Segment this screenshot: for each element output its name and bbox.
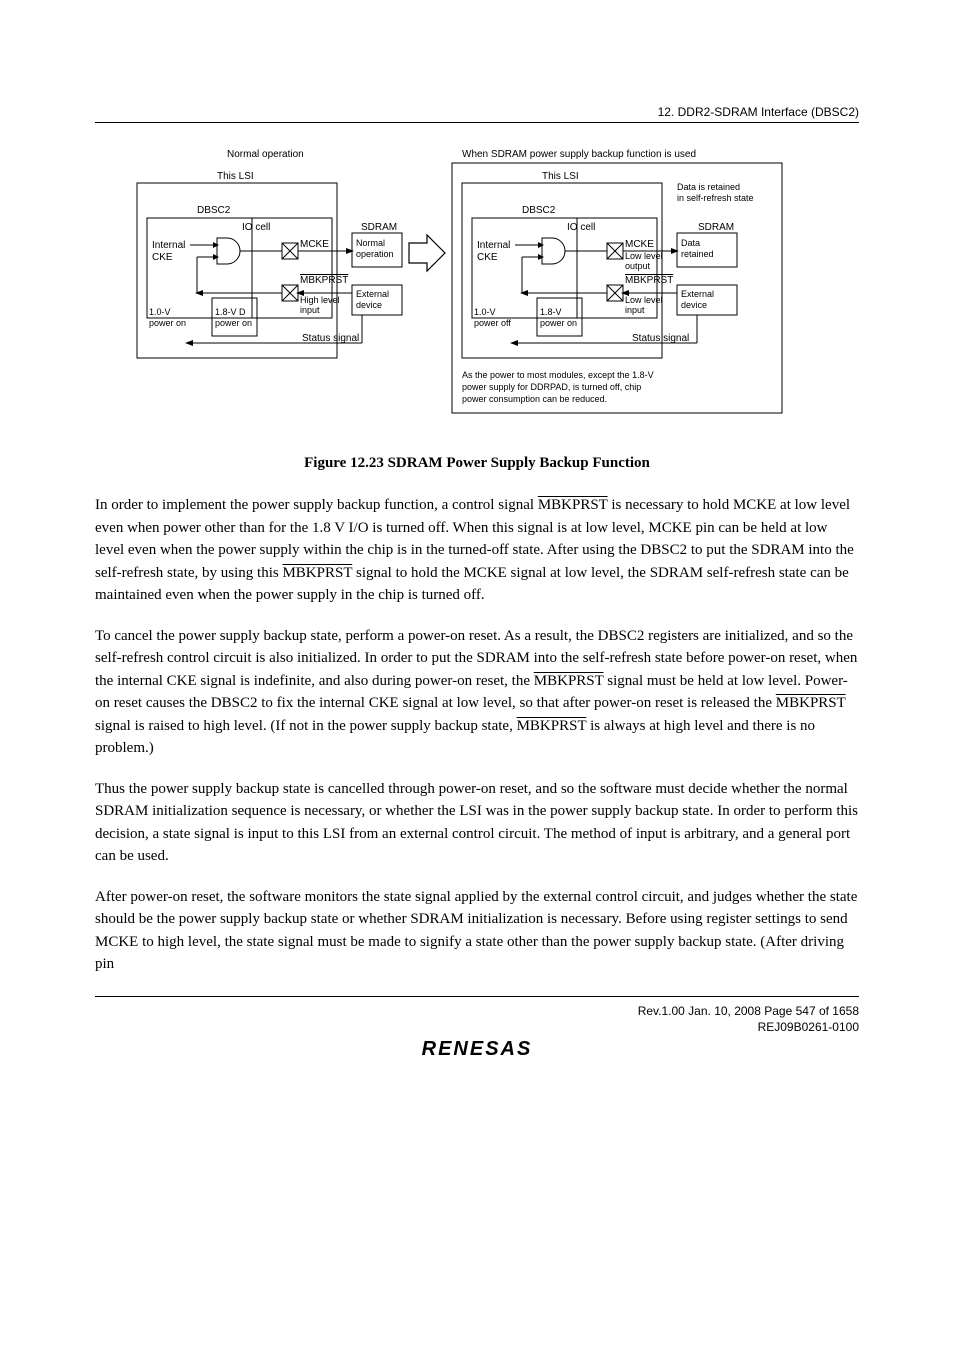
right-lsi-label: This LSI <box>542 171 579 182</box>
left-internal-cke-2: CKE <box>152 252 173 263</box>
left-sdram-st2: operation <box>356 249 394 259</box>
left-p2b: power on <box>215 318 252 328</box>
right-ext1: External <box>681 289 714 299</box>
left-p2a: 1.8-V D <box>215 307 246 317</box>
left-mbkprst-st1: High level <box>300 295 340 305</box>
paragraph-2: To cancel the power supply backup state,… <box>95 625 859 760</box>
right-sdram-top1: Data is retained <box>677 182 740 192</box>
right-p2-box <box>537 298 582 336</box>
left-p1b: power on <box>149 318 186 328</box>
right-int-cke2: CKE <box>477 252 498 263</box>
figure-sdram-backup: Normal operation This LSI DBSC2 IO cell … <box>95 143 859 443</box>
right-mbkprst-st2: input <box>625 305 645 315</box>
right-sdram-label: SDRAM <box>698 222 734 233</box>
right-p1a: 1.0-V <box>474 307 496 317</box>
footer-line1: Rev.1.00 Jan. 10, 2008 Page 547 of 1658 <box>638 1004 859 1018</box>
right-sdram-st-b: retained <box>681 249 714 259</box>
footer-rev: Rev.1.00 Jan. 10, 2008 Page 547 of 1658 … <box>95 1003 859 1037</box>
p1-mbkprst-1: MBKPRST <box>538 497 608 513</box>
right-and-in1-arrow <box>538 242 544 248</box>
right-p1b: power off <box>474 318 511 328</box>
right-and-gate <box>542 238 565 264</box>
right-mbkprst-label: MBKPRST <box>625 275 673 286</box>
paragraph-1: In order to implement the power supply b… <box>95 494 859 607</box>
p2-mbkprst-1: MBKPRST <box>534 673 604 689</box>
page-header: 12. DDR2-SDRAM Interface (DBSC2) <box>95 105 859 123</box>
p1-mbkprst-2: MBKPRST <box>282 565 352 581</box>
right-panel-group: When SDRAM power supply backup function … <box>452 149 782 413</box>
right-status-arrow <box>510 340 518 346</box>
page: 12. DDR2-SDRAM Interface (DBSC2) Normal … <box>0 0 954 1121</box>
left-iocell-label: IO cell <box>242 222 270 233</box>
body-text: In order to implement the power supply b… <box>95 494 859 976</box>
left-p1-box <box>147 298 192 336</box>
page-footer: Rev.1.00 Jan. 10, 2008 Page 547 of 1658 … <box>95 996 859 1062</box>
right-mcke-st2: output <box>625 261 651 271</box>
footer-line2: REJ09B0261-0100 <box>758 1020 859 1034</box>
right-dbsc2-box <box>472 218 577 318</box>
right-mcke-label: MCKE <box>625 239 654 250</box>
right-dbsc2-label: DBSC2 <box>522 205 556 216</box>
right-mbkprst-st1: Low level <box>625 295 663 305</box>
left-dbsc2-label: DBSC2 <box>197 205 231 216</box>
left-mbkprst-st2: input <box>300 305 320 315</box>
left-status-label: Status signal <box>302 333 359 344</box>
right-p2a: 1.8-V <box>540 307 562 317</box>
right-sdram-top2: in self-refresh state <box>677 193 754 203</box>
right-mcke-to-sdram-arrow <box>671 248 679 254</box>
right-iocell-label: IO cell <box>567 222 595 233</box>
left-mcke-to-sdram-arrow <box>346 248 354 254</box>
left-lsi-label: This LSI <box>217 171 254 182</box>
p2-seg-c: signal is raised to high level. (If not … <box>95 718 517 734</box>
left-ext2: device <box>356 300 382 310</box>
right-sdram-st-a: Data <box>681 238 700 248</box>
left-title: Normal operation <box>227 149 304 160</box>
right-note1: As the power to most modules, except the… <box>462 370 654 380</box>
left-p2-box <box>212 298 257 336</box>
left-mbkprst-label: MBKPRST <box>300 275 348 286</box>
right-ext2: device <box>681 300 707 310</box>
left-and-gate <box>217 238 240 264</box>
right-and-in2-arrow <box>538 254 544 260</box>
renesas-logo: RENESAS <box>95 1038 859 1061</box>
left-sdram-label: SDRAM <box>361 222 397 233</box>
transition-arrow <box>409 235 445 271</box>
left-lsi-box <box>137 183 337 358</box>
left-mcke-label: MCKE <box>300 239 329 250</box>
left-ext1: External <box>356 289 389 299</box>
right-note2: power supply for DDRPAD, is turned off, … <box>462 382 641 392</box>
left-and-in1-arrow <box>213 242 219 248</box>
right-note3: power consumption can be reduced. <box>462 394 607 404</box>
left-dbsc2-box <box>147 218 252 318</box>
left-p1a: 1.0-V <box>149 307 171 317</box>
p1-seg-a: In order to implement the power supply b… <box>95 497 538 513</box>
right-p2b: power on <box>540 318 577 328</box>
right-mbkprst-in-arrow <box>520 290 528 296</box>
paragraph-4: After power-on reset, the software monit… <box>95 886 859 976</box>
left-sdram-st1: Normal <box>356 238 385 248</box>
left-status-arrow <box>185 340 193 346</box>
left-internal-cke-1: Internal <box>152 240 185 251</box>
p2-mbkprst-2: MBKPRST <box>776 695 846 711</box>
diagram-svg: Normal operation This LSI DBSC2 IO cell … <box>127 143 827 443</box>
p2-mbkprst-3: MBKPRST <box>517 718 587 734</box>
right-mcke-st1: Low level <box>625 251 663 261</box>
right-status-label: Status signal <box>632 333 689 344</box>
paragraph-3: Thus the power supply backup state is ca… <box>95 778 859 868</box>
figure-caption: Figure 12.23 SDRAM Power Supply Backup F… <box>95 455 859 472</box>
right-int-cke1: Internal <box>477 240 510 251</box>
left-mbkprst-in-arrow <box>195 290 203 296</box>
right-title: When SDRAM power supply backup function … <box>462 149 696 160</box>
left-and-in2-arrow <box>213 254 219 260</box>
